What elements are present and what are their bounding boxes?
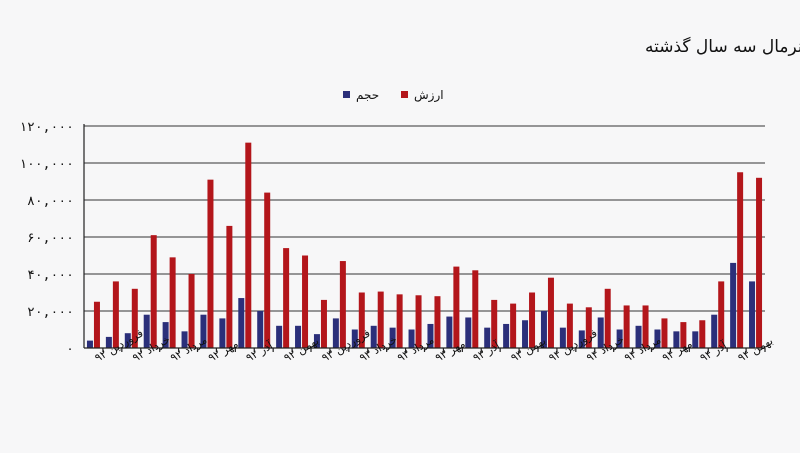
bars <box>86 142 763 348</box>
bar-volume <box>389 327 396 348</box>
bar-volume <box>635 325 642 348</box>
bar-value <box>112 281 119 348</box>
bar-value <box>207 179 214 348</box>
bar-value <box>547 277 554 348</box>
bar-value <box>453 266 460 348</box>
bar-volume <box>86 340 93 348</box>
bar-volume <box>578 330 585 348</box>
legend-swatch <box>343 91 350 98</box>
bar-volume <box>181 331 188 348</box>
y-axis: ۰ ۲۰,۰۰۰ ۴۰,۰۰۰ ۶۰,۰۰۰ ۸۰,۰۰۰ ۱۰۰,۰۰۰ ۱۲۰,۰۰۰ <box>19 120 85 357</box>
bar-value <box>358 292 365 348</box>
y-tick-label: ۲۰,۰۰۰ <box>27 305 74 320</box>
bar-volume <box>503 323 510 348</box>
bar-volume <box>219 318 226 348</box>
bar-volume <box>597 317 604 348</box>
bar-value <box>680 322 687 348</box>
y-tick-label: ۸۰,۰۰۰ <box>27 194 74 209</box>
bar-volume <box>559 327 566 348</box>
bar-value <box>226 225 233 348</box>
bar-value <box>472 270 479 348</box>
bar-volume <box>370 325 377 348</box>
bar-value <box>283 248 290 348</box>
bar-volume <box>408 329 415 348</box>
y-tick-label: ۱۰۰,۰۰۰ <box>19 157 74 172</box>
bar-volume <box>540 311 547 348</box>
bar-value <box>510 303 517 348</box>
bar-volume <box>673 331 680 348</box>
bar-volume <box>616 329 623 348</box>
y-tick-label: ۶۰,۰۰۰ <box>27 231 74 246</box>
bar-volume <box>711 314 718 348</box>
y-tick-label: ۴۰,۰۰۰ <box>27 268 74 283</box>
bar-value <box>339 261 346 348</box>
bar-volume <box>105 336 112 348</box>
gridlines <box>84 125 765 312</box>
bar-value <box>491 299 498 348</box>
bar-value <box>150 235 157 348</box>
bar-volume <box>351 329 358 348</box>
bar-value <box>642 305 649 348</box>
bar-volume <box>276 325 283 348</box>
bar-value <box>169 257 176 348</box>
chart-title: روند متوسط ماهانه ارزش و حجم معاملات نرم… <box>645 36 800 57</box>
bar-volume <box>238 298 245 348</box>
bar-value <box>661 318 668 348</box>
bar-value <box>320 299 327 348</box>
legend-label: ارزش <box>414 88 444 103</box>
bar-value <box>415 295 422 348</box>
bar-volume <box>654 329 661 348</box>
bar-volume <box>427 323 434 348</box>
bar-value <box>377 291 384 348</box>
bar-value <box>264 192 271 348</box>
legend-swatch <box>401 91 408 98</box>
bar-value <box>302 255 309 348</box>
bar-volume <box>143 314 150 348</box>
bar-volume <box>446 316 453 348</box>
bar-value <box>434 296 441 348</box>
legend: حجم ارزش <box>343 88 444 103</box>
bar-value <box>566 303 573 348</box>
bar-volume <box>162 322 169 348</box>
bar-volume <box>124 333 131 348</box>
bar-volume <box>522 320 529 348</box>
bar-volume <box>313 334 320 348</box>
bar-value <box>188 274 195 348</box>
legend-label: حجم <box>356 88 379 102</box>
bar-volume <box>749 281 756 348</box>
bar-value <box>718 281 725 348</box>
bar-volume <box>257 311 264 348</box>
bar-value <box>756 177 763 348</box>
bar-value <box>604 288 611 348</box>
bar-value <box>131 288 138 348</box>
bar-volume <box>332 318 339 348</box>
bar-volume <box>465 317 472 348</box>
bar-value <box>623 305 630 348</box>
bar-value <box>529 292 536 348</box>
bar-volume <box>730 262 737 348</box>
bar-value <box>245 142 252 348</box>
y-tick-label: ۱۲۰,۰۰۰ <box>19 120 74 135</box>
bar-value <box>585 307 592 348</box>
bar-value <box>93 301 100 348</box>
bar-value <box>699 320 706 348</box>
bar-volume <box>692 331 699 348</box>
bar-volume <box>200 314 207 348</box>
y-tick-label: ۰ <box>66 342 74 357</box>
bar-value <box>737 172 744 348</box>
bar-volume <box>295 325 302 348</box>
bar-value <box>396 294 403 348</box>
bar-volume <box>484 327 491 348</box>
